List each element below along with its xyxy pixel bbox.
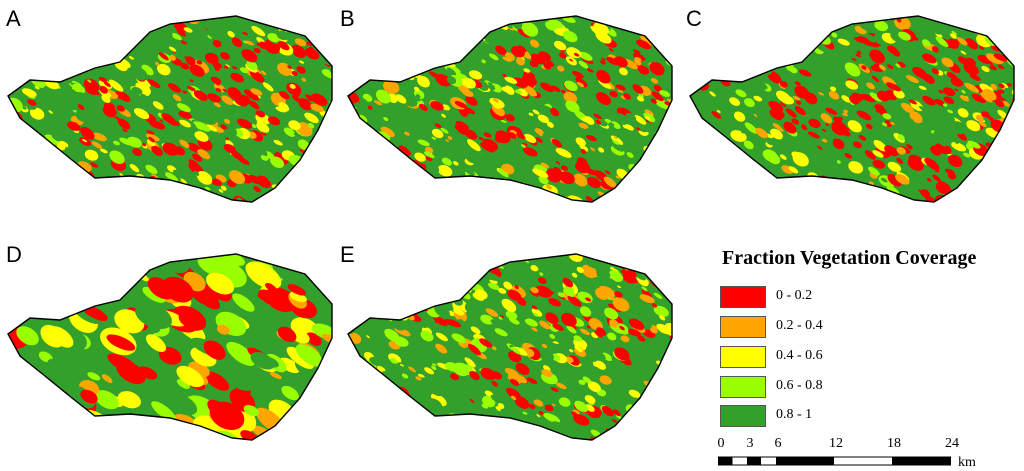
fvc-map-e	[347, 253, 673, 441]
scale-tick-3: 3	[746, 436, 754, 451]
legend-title: Fraction Vegetation Coverage	[722, 247, 977, 269]
map-panel-d: D	[0, 242, 340, 458]
panel-label-c: C	[686, 6, 702, 31]
scale-bar-graphic	[718, 456, 951, 466]
legend-label-2: 0.4 - 0.6	[776, 348, 823, 363]
fvc-map-b	[347, 15, 673, 203]
scale-unit: km	[958, 455, 976, 470]
legend-swatch-0	[720, 286, 766, 308]
panel-label-d: D	[6, 242, 22, 267]
legend-label-1: 0.2 - 0.4	[776, 318, 823, 333]
scale-tick-24: 24	[945, 436, 959, 451]
fvc-map-d	[7, 253, 333, 441]
fvc-map-a	[7, 15, 333, 203]
scale-tick-6: 6	[774, 436, 782, 451]
map-panel-b: B	[340, 6, 680, 220]
scale-tick-0: 0	[717, 436, 725, 451]
legend-label-0: 0 - 0.2	[776, 288, 813, 303]
panel-label-b: B	[340, 6, 355, 31]
panel-label-e: E	[340, 242, 355, 267]
scale-tick-18: 18	[887, 436, 901, 451]
legend-swatch-3	[720, 376, 766, 398]
scale-bar: 0 3 6 12 18 24 km	[712, 436, 982, 470]
panel-label-a: A	[6, 6, 21, 31]
map-panel-e: E	[340, 242, 680, 458]
scale-tick-12: 12	[829, 436, 843, 451]
legend-label-3: 0.6 - 0.8	[776, 378, 823, 393]
legend-swatch-1	[720, 316, 766, 338]
fvc-map-c	[689, 15, 1015, 203]
legend-swatch-4	[720, 405, 766, 427]
legend-label-4: 0.8 - 1	[776, 407, 813, 422]
map-panel-a: A	[0, 6, 340, 220]
legend-swatch-2	[720, 346, 766, 368]
map-panel-c: C	[682, 6, 1022, 220]
